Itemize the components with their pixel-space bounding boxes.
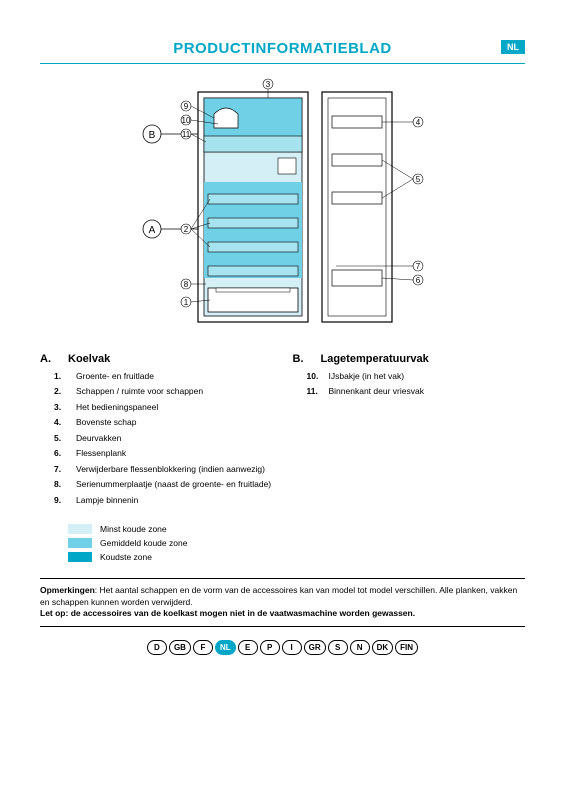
notes-rule-top	[40, 578, 525, 579]
item-text: Serienummerplaatje (naast de groente- en…	[76, 479, 273, 490]
notes-label: Opmerkingen	[40, 585, 95, 595]
svg-text:7: 7	[415, 262, 420, 271]
legend-swatch	[68, 538, 92, 548]
item-text: Flessenplank	[76, 448, 273, 459]
svg-text:1: 1	[183, 298, 188, 307]
svg-text:9: 9	[183, 102, 188, 111]
lang-pill-nl[interactable]: NL	[215, 640, 236, 655]
section-b-head: B. Lagetemperatuurvak	[293, 353, 526, 365]
item-number: 6.	[40, 448, 68, 459]
svg-text:5: 5	[415, 175, 420, 184]
svg-text:2: 2	[183, 225, 188, 234]
notes-line1: : Het aantal schappen en de vorm van de …	[40, 585, 517, 606]
lang-pill-gr[interactable]: GR	[304, 640, 326, 655]
zone-legend: Minst koude zone Gemiddeld koude zone Koud…	[40, 524, 273, 562]
list-item: 1. Groente- en fruitlade	[40, 371, 273, 382]
page-title: PRODUCTINFORMATIEBLAD	[173, 40, 392, 57]
item-number: 3.	[40, 402, 68, 413]
header-rule	[40, 63, 525, 64]
item-number: 10.	[293, 371, 321, 382]
legend-swatch	[68, 552, 92, 562]
lang-pill-s[interactable]: S	[328, 640, 348, 655]
item-text: Lampje binnenin	[76, 495, 273, 506]
notes-rule-bottom	[40, 626, 525, 627]
lang-pill-d[interactable]: D	[147, 640, 167, 655]
list-item: 3. Het bedieningspaneel	[40, 402, 273, 413]
item-number: 1.	[40, 371, 68, 382]
header: PRODUCTINFORMATIEBLAD NL	[40, 40, 525, 57]
svg-text:8: 8	[183, 280, 188, 289]
section-b-heading: Lagetemperatuurvak	[321, 353, 429, 365]
notes-block: Opmerkingen: Het aantal schappen en de v…	[40, 585, 525, 619]
svg-text:10: 10	[181, 116, 190, 125]
list-item: 2. Schappen / ruimte voor schappen	[40, 386, 273, 397]
legend-row: Koudste zone	[40, 552, 273, 562]
item-number: 7.	[40, 464, 68, 475]
section-a-heading: Koelvak	[68, 353, 110, 365]
legend-label: Koudste zone	[100, 552, 152, 562]
section-a-head: A. Koelvak	[40, 353, 273, 365]
lang-pill-gb[interactable]: GB	[169, 640, 191, 655]
item-text: Deurvakken	[76, 433, 273, 444]
section-a-letter: A.	[40, 353, 54, 365]
item-number: 11.	[293, 386, 321, 397]
lang-pill-i[interactable]: I	[282, 640, 302, 655]
diagram-svg: B A	[118, 74, 448, 334]
column-a: A. Koelvak 1. Groente- en fruitlade 2. Scha…	[40, 353, 273, 566]
item-text: Binnenkant deur vriesvak	[329, 386, 526, 397]
list-item: 8. Serienummerplaatje (naast de groente- …	[40, 479, 273, 490]
lang-pill-dk[interactable]: DK	[372, 640, 394, 655]
list-item: 5. Deurvakken	[40, 433, 273, 444]
legend-swatch	[68, 524, 92, 534]
zone-b-label: B	[148, 130, 155, 141]
legend-row: Minst koude zone	[40, 524, 273, 534]
svg-text:4: 4	[415, 118, 420, 127]
item-text: Het bedieningspaneel	[76, 402, 273, 413]
lang-pill-e[interactable]: E	[238, 640, 258, 655]
legend-label: Minst koude zone	[100, 524, 167, 534]
page: PRODUCTINFORMATIEBLAD NL B A	[0, 0, 565, 800]
item-text: Verwijderbare flessenblokkering (indien …	[76, 464, 273, 475]
language-tag: NL	[501, 40, 525, 54]
item-number: 4.	[40, 417, 68, 428]
list-item: 7. Verwijderbare flessenblokkering (indie…	[40, 464, 273, 475]
lang-pill-n[interactable]: N	[350, 640, 370, 655]
lang-pill-p[interactable]: P	[260, 640, 280, 655]
column-b: B. Lagetemperatuurvak 10. IJsbakje (in he…	[293, 353, 526, 566]
section-b-list: 10. IJsbakje (in het vak) 11. Binnenkant de…	[293, 371, 526, 398]
svg-text:3: 3	[265, 80, 270, 89]
section-a-list: 1. Groente- en fruitlade 2. Schappen / ruim…	[40, 371, 273, 506]
notes-line2: Let op: de accessoires van de koelkast m…	[40, 608, 415, 618]
legend-label: Gemiddeld koude zone	[100, 538, 187, 548]
item-number: 2.	[40, 386, 68, 397]
svg-text:6: 6	[415, 276, 420, 285]
lang-pill-f[interactable]: F	[193, 640, 213, 655]
item-number: 5.	[40, 433, 68, 444]
item-number: 9.	[40, 495, 68, 506]
item-number: 8.	[40, 479, 68, 490]
list-item: 10. IJsbakje (in het vak)	[293, 371, 526, 382]
section-b-letter: B.	[293, 353, 307, 365]
list-item: 11. Binnenkant deur vriesvak	[293, 386, 526, 397]
item-text: IJsbakje (in het vak)	[329, 371, 526, 382]
language-row: DGBFNLEPIGRSNDKFIN	[40, 637, 525, 655]
item-text: Groente- en fruitlade	[76, 371, 273, 382]
item-text: Schappen / ruimte voor schappen	[76, 386, 273, 397]
list-item: 6. Flessenplank	[40, 448, 273, 459]
list-item: 9. Lampje binnenin	[40, 495, 273, 506]
list-item: 4. Bovenste schap	[40, 417, 273, 428]
legend-row: Gemiddeld koude zone	[40, 538, 273, 548]
svg-text:11: 11	[181, 130, 190, 139]
lang-pill-fin[interactable]: FIN	[395, 640, 418, 655]
zone-a-label: A	[148, 225, 155, 236]
fridge-diagram: B A	[40, 74, 525, 339]
content-columns: A. Koelvak 1. Groente- en fruitlade 2. Scha…	[40, 353, 525, 566]
item-text: Bovenste schap	[76, 417, 273, 428]
